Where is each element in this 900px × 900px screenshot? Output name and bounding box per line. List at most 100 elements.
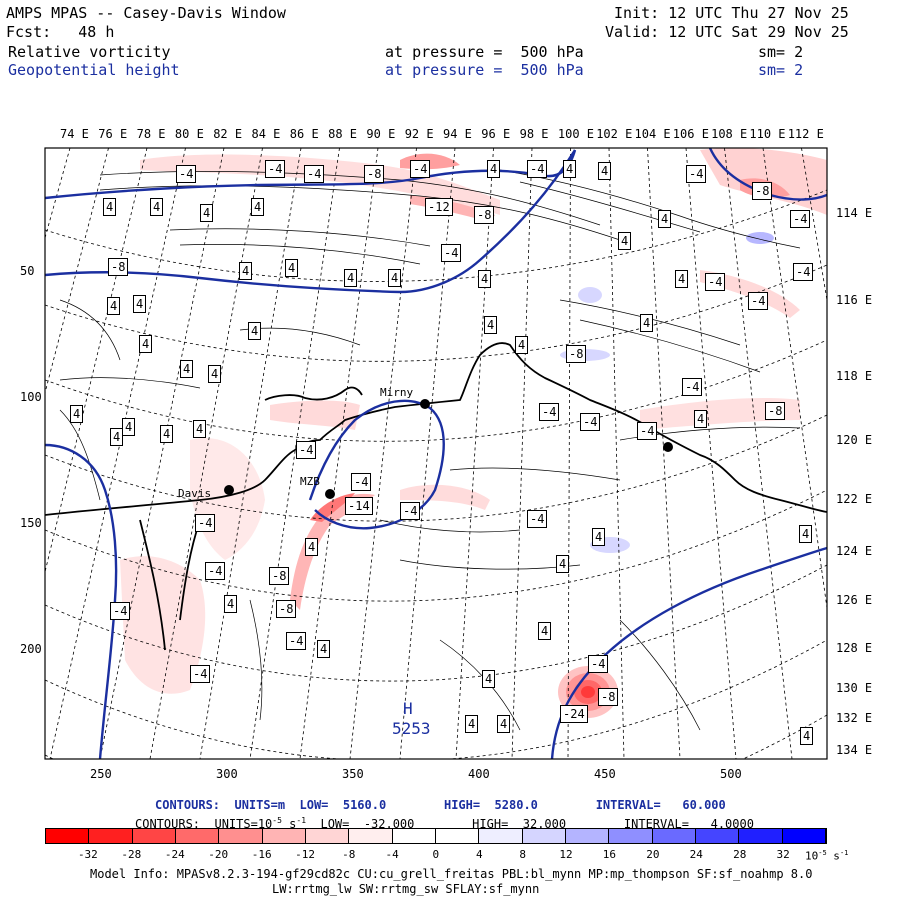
colorbar-tick-label: 4 — [475, 848, 483, 861]
station-markers — [224, 399, 673, 499]
contour-label: -24 — [560, 705, 588, 723]
high-value: 5253 — [392, 719, 431, 738]
contour-label: -12 — [425, 198, 453, 216]
contour-label: 4 — [487, 160, 501, 178]
lon-right-label: 128 E — [836, 641, 873, 655]
lon-top-label: 94 E — [443, 127, 472, 141]
contour-label: -4 — [296, 441, 317, 459]
smoothing-label-2: sm= 2 — [758, 61, 804, 79]
geopotential-contours — [45, 148, 827, 759]
lon-top-label: 86 E — [289, 127, 319, 141]
lon-top-label: 80 E — [174, 127, 204, 141]
contour-label: 4 — [388, 269, 402, 287]
colorbar-tick-label: -20 — [208, 848, 229, 861]
contour-label: 4 — [133, 295, 147, 313]
contour-label: 4 — [538, 622, 552, 640]
contour-label: 4 — [563, 160, 577, 178]
colorbar-unit-exp2: -1 — [839, 849, 849, 857]
colorbar-swatch — [479, 829, 523, 843]
colorbar-unit-exp: -5 — [818, 849, 827, 857]
field-label-vorticity: Relative vorticity — [8, 43, 171, 61]
colorbar-swatch — [349, 829, 393, 843]
contour-label: -8 — [765, 402, 786, 420]
lon-top-label: 104 E — [634, 127, 671, 141]
contour-label: -4 — [205, 562, 226, 580]
lon-right-label: 122 E — [836, 492, 873, 506]
lon-top-label: 106 E — [672, 127, 709, 141]
contour-label: 4 — [251, 198, 265, 216]
contour-label: 4 — [465, 715, 479, 733]
contour-label: 4 — [208, 365, 222, 383]
field-label-geopotential: Geopotential height — [8, 61, 180, 79]
valid-time: Valid: 12 UTC Sat 29 Nov 25 — [605, 23, 849, 41]
contour-label: -4 — [705, 273, 726, 291]
lon-top-label: 102 E — [596, 127, 633, 141]
x-tick-label: 400 — [468, 767, 490, 781]
colorbar-swatch — [565, 829, 610, 843]
lon-top-label: 78 E — [136, 127, 166, 141]
contour-label: -4 — [790, 210, 811, 228]
contour-label: 4 — [70, 405, 84, 423]
forecast-hour: Fcst: 48 h — [6, 23, 115, 41]
contour-label: 4 — [110, 428, 124, 446]
contour-label: -4 — [686, 165, 707, 183]
colorbar-tick-label: -16 — [251, 848, 272, 861]
contour-label: 4 — [248, 322, 262, 340]
lon-top-label: 100 E — [557, 127, 595, 141]
contour-label: -4 — [400, 502, 421, 520]
colorbar-swatch — [435, 829, 480, 843]
colorbar-swatch — [522, 829, 566, 843]
contour-label: 4 — [200, 204, 214, 222]
lat-lon-grid — [45, 148, 827, 759]
lon-top-label: 108 E — [711, 127, 748, 141]
contour-label: 4 — [193, 420, 207, 438]
lon-right-label: 114 E — [836, 206, 873, 220]
contour-label: 4 — [305, 538, 319, 556]
contour-label: 4 — [103, 198, 117, 216]
lon-right-label: 132 E — [836, 711, 873, 725]
place-label-mzb: MZB — [300, 475, 320, 488]
contour-label: 4 — [618, 232, 632, 250]
contour-label: 4 — [224, 595, 238, 613]
legend-vorticity-contours: CONTOURS: UNITS=10-5 s-1 LOW= -32.000 HI… — [135, 812, 754, 833]
legend-vort-tail: LOW= -32.000 HIGH= 32.000 INTERVAL= 4.00… — [306, 817, 754, 831]
mirny-marker — [420, 399, 430, 409]
colorbar-swatch — [132, 829, 176, 843]
contour-label: 4 — [180, 360, 194, 378]
plot-frame — [44, 147, 828, 760]
contour-label: 4 — [598, 162, 612, 180]
lon-top-label: 110 E — [749, 127, 786, 141]
colorbar-unit: 10-5 s-1 — [805, 845, 848, 865]
lon-right-label: 116 E — [836, 293, 873, 307]
contour-label: 4 — [592, 528, 606, 546]
contour-label: -4 — [410, 160, 431, 178]
colorbar — [45, 828, 827, 844]
high-label: H — [403, 699, 413, 718]
contour-label: -8 — [364, 165, 385, 183]
place-label-mirny: Mirny — [380, 386, 414, 399]
lon-right-label: 130 E — [836, 681, 873, 695]
contour-label: -4 — [351, 473, 372, 491]
colorbar-tick-label: 28 — [733, 848, 747, 861]
y-tick-label: 150 — [20, 516, 42, 530]
contour-label: -8 — [598, 688, 619, 706]
legend-vort-label: CONTOURS: UNITS=10 — [135, 817, 273, 831]
pressure-label-2: at pressure = 500 hPa — [385, 61, 584, 79]
colorbar-tick-label: -28 — [121, 848, 142, 861]
contour-label: -4 — [441, 244, 462, 262]
colorbar-swatch — [89, 829, 133, 843]
contour-label: 4 — [484, 316, 498, 334]
contour-label: -4 — [793, 263, 814, 281]
colorbar-swatch — [739, 829, 783, 843]
contour-label: 4 — [285, 259, 299, 277]
x-tick-label: 450 — [594, 767, 616, 781]
contour-label: 4 — [139, 335, 153, 353]
legend-vort-exp2: -1 — [296, 816, 307, 825]
smoothing-label-1: sm= 2 — [758, 43, 804, 61]
x-tick-label: 250 — [90, 767, 112, 781]
colorbar-unit-s: s — [826, 849, 840, 863]
lon-top-label: 96 E — [481, 127, 511, 141]
colorbar-tick-label: -24 — [164, 848, 185, 861]
contour-label: -4 — [110, 602, 131, 620]
contour-label: 4 — [482, 670, 496, 688]
